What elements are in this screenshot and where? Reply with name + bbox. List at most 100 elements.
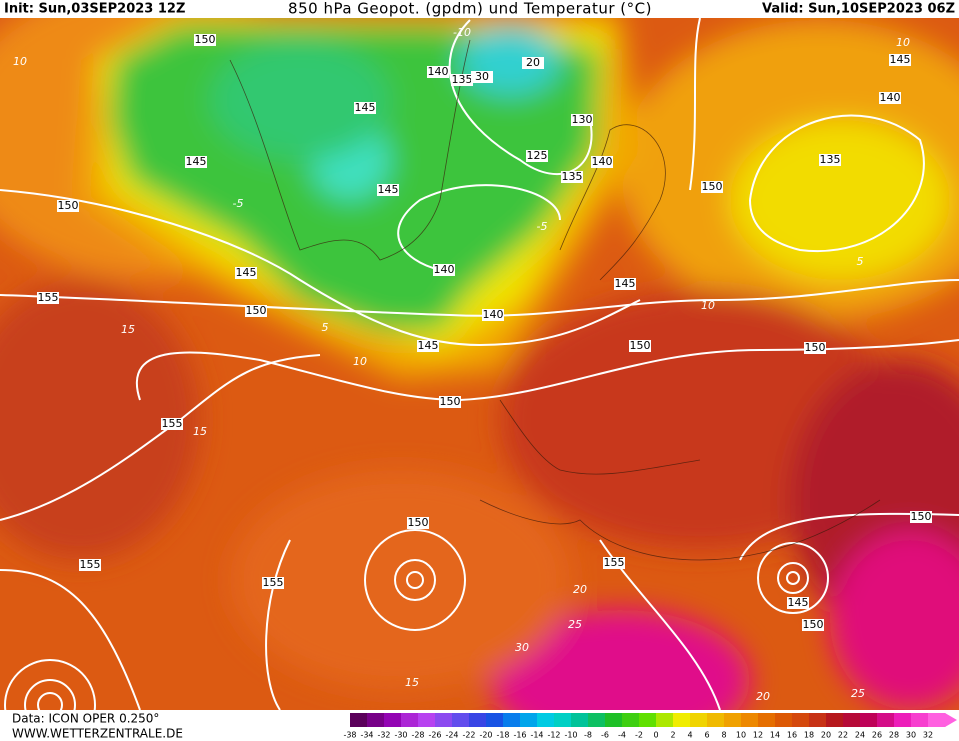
- colorbar-label: -38: [343, 731, 356, 740]
- valid-time: Valid: Sun,10SEP2023 06Z: [762, 2, 955, 17]
- geopotential-label: 150: [195, 33, 216, 46]
- temperature-label: 15: [193, 425, 207, 438]
- colorbar-cell: [775, 713, 793, 727]
- colorbar-cell: [622, 713, 640, 727]
- geopotential-label: 150: [58, 199, 79, 212]
- colorbar-cell: [894, 713, 912, 727]
- colorbar-label: -10: [564, 731, 577, 740]
- colorbar-cell: [537, 713, 555, 727]
- colorbar-cell: [707, 713, 725, 727]
- geopotential-label: 135: [452, 73, 473, 86]
- colorbar-label: 4: [687, 731, 692, 740]
- geopotential-label-bg: [910, 511, 932, 523]
- geopotential-label: 155: [263, 576, 284, 589]
- contour-labels: 150 140 135 30 20 145 130 125 145 145 140 135 150 145…: [13, 26, 932, 703]
- geopotential-label-bg: [427, 66, 449, 78]
- colorbar-cell: [401, 713, 419, 727]
- colorbar-label: 32: [923, 731, 933, 740]
- geopotential-label: 145: [186, 155, 207, 168]
- geopotential-label-bg: [614, 278, 636, 290]
- colorbar-cell: [877, 713, 895, 727]
- temperature-label: 15: [121, 323, 135, 336]
- colorbar-cell: [758, 713, 776, 727]
- geopotential-label-bg: [235, 267, 257, 279]
- temperature-label: 30: [515, 641, 529, 654]
- geopotential-label: 20: [526, 56, 540, 69]
- colorbar-label: 16: [787, 731, 797, 740]
- geopotential-label: 155: [38, 291, 59, 304]
- colorbar-end: [945, 713, 957, 727]
- colorbar: -38 -34 -32 -30 -28 -26 -24 -22 -20 -18 -16 -14 -12-…: [336, 713, 957, 740]
- colorbar-label: -8: [584, 731, 592, 740]
- colorbar-label: 26: [872, 731, 882, 740]
- colorbar-label: 22: [838, 731, 848, 740]
- colorbar-label: -20: [479, 731, 492, 740]
- geopotential-label-bg: [561, 171, 583, 183]
- geopotential-label: 140: [880, 91, 901, 104]
- geopotential-label-bg: [819, 154, 841, 166]
- colorbar-cell: [435, 713, 453, 727]
- colorbar-label: -4: [618, 731, 626, 740]
- geopotential-label: 150: [630, 339, 651, 352]
- geopotential-label-bg: [591, 156, 613, 168]
- geopotential-label-bg: [889, 54, 911, 66]
- geopotential-label: 145: [355, 101, 376, 114]
- geopotential-label-bg: [407, 517, 429, 529]
- init-time: Init: Sun,03SEP2023 12Z: [4, 2, 185, 17]
- geopotential-label: 140: [592, 155, 613, 168]
- colorbar-cell: [554, 713, 572, 727]
- geopotential-label: 150: [408, 516, 429, 529]
- colorbar-cell: [486, 713, 504, 727]
- colorbar-cell: [809, 713, 827, 727]
- geopotential-label: 145: [890, 53, 911, 66]
- geopotential-label: 135: [562, 170, 583, 183]
- colorbar-cell: [520, 713, 538, 727]
- map-title: 850 hPa Geopot. (gpdm) und Temperatur (°…: [288, 0, 652, 18]
- geopotential-label-bg: [185, 156, 207, 168]
- colorbar-label: -12: [547, 731, 560, 740]
- geopotential-label-bg: [804, 342, 826, 354]
- geopotential-label: 150: [702, 180, 723, 193]
- colorbar-cell: [656, 713, 674, 727]
- geopotential-label: 145: [788, 596, 809, 609]
- geopotential-label-bg: [377, 184, 399, 196]
- temperature-label: 15: [405, 676, 419, 689]
- geopotential-label-bg: [879, 92, 901, 104]
- colorbar-cell: [571, 713, 589, 727]
- geopotential-label: 155: [162, 417, 183, 430]
- colorbar-label: -22: [462, 731, 475, 740]
- colorbar-label: -34: [360, 731, 373, 740]
- colorbar-cell: [792, 713, 810, 727]
- geopotential-label-bg: [522, 57, 544, 69]
- geopotential-label: 140: [483, 308, 504, 321]
- temperature-label: 5: [857, 255, 864, 268]
- geopotential-label: 145: [236, 266, 257, 279]
- geopotential-label-bg: [262, 577, 284, 589]
- geopotential-label-bg: [471, 71, 493, 83]
- temperature-label: 20: [756, 690, 770, 703]
- colorbar-cell: [673, 713, 691, 727]
- geopotential-label-bg: [451, 74, 473, 86]
- temperature-label: 10: [896, 36, 910, 49]
- colorbar-label: 24: [855, 731, 865, 740]
- temperature-label: -5: [537, 220, 548, 233]
- coastlines: [229, 39, 881, 561]
- geopotential-label-bg: [701, 181, 723, 193]
- colorbar-label: 28: [889, 731, 899, 740]
- data-source: Data: ICON OPER 0.250°: [12, 712, 159, 726]
- geopotential-label-bg: [802, 619, 824, 631]
- colorbar-label: -30: [394, 731, 407, 740]
- geopotential-label-bg: [194, 34, 216, 46]
- geopotential-label: 130: [572, 113, 593, 126]
- colorbar-cell: [690, 713, 708, 727]
- colorbar-label: 8: [721, 731, 726, 740]
- geopotential-label-bg: [439, 396, 461, 408]
- geopotential-label: 125: [527, 149, 548, 162]
- geopotential-label: 145: [378, 183, 399, 196]
- geopotential-label-bg: [433, 264, 455, 276]
- colorbar-cell: [418, 713, 436, 727]
